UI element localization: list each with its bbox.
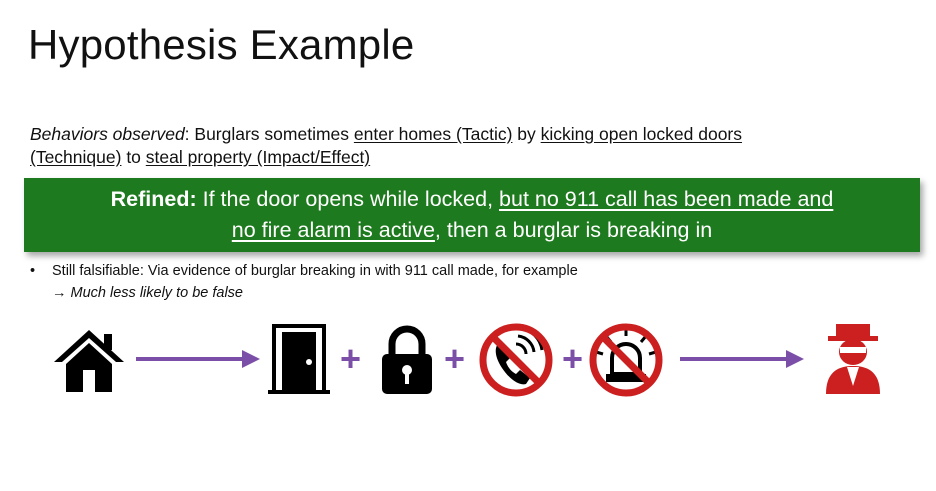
arrow-glyph: → (52, 285, 67, 301)
bullet-item: • Still falsifiable: Via evidence of burg… (30, 260, 578, 282)
slide-title: Hypothesis Example (28, 21, 415, 68)
sub-bullet-item: → Much less likely to be false (30, 282, 578, 304)
refined-banner: Refined: If the door opens while locked,… (24, 178, 920, 252)
no-alarm-icon (589, 323, 663, 397)
less-likely-text: Much less likely to be false (70, 285, 243, 301)
bullet-dot: • (30, 263, 36, 279)
impact-text: steal property (Impact/Effect) (145, 147, 371, 167)
no-phone-icon (479, 323, 553, 397)
burglar-icon (826, 324, 880, 394)
plus-sign: + (562, 338, 584, 379)
refined-text-a: If the door opens while locked, (196, 187, 500, 211)
falsifiable-text: Still falsifiable: Via evidence of burgl… (52, 263, 578, 279)
arrow-right-icon (680, 350, 804, 368)
bullet-list: • Still falsifiable: Via evidence of burg… (30, 260, 578, 304)
tactic-text: enter homes (Tactic) (353, 124, 513, 144)
behaviors-label: Behaviors observed (30, 124, 185, 144)
flow-diagram: + + + (0, 318, 936, 398)
behaviors-sep: : Burglars sometimes (184, 124, 354, 144)
refined-underline-2: no fire alarm is active (231, 218, 435, 242)
arrow-right-icon (136, 350, 260, 368)
refined-underline-1: but no 911 call has been made and (499, 187, 834, 211)
technique-text-2: (Technique) (30, 147, 122, 167)
by-text: by (512, 124, 541, 144)
refined-label: Refined: (110, 187, 197, 211)
door-icon (268, 324, 330, 394)
to-text: to (121, 147, 146, 167)
technique-text-1: kicking open locked doors (540, 124, 743, 144)
house-icon (54, 330, 124, 392)
padlock-icon (382, 325, 432, 394)
plus-sign: + (444, 338, 466, 379)
behaviors-paragraph: Behaviors observed: Burglars sometimes e… (30, 123, 910, 169)
refined-text-b: , then a burglar is breaking in (434, 218, 713, 242)
plus-sign: + (340, 338, 362, 379)
